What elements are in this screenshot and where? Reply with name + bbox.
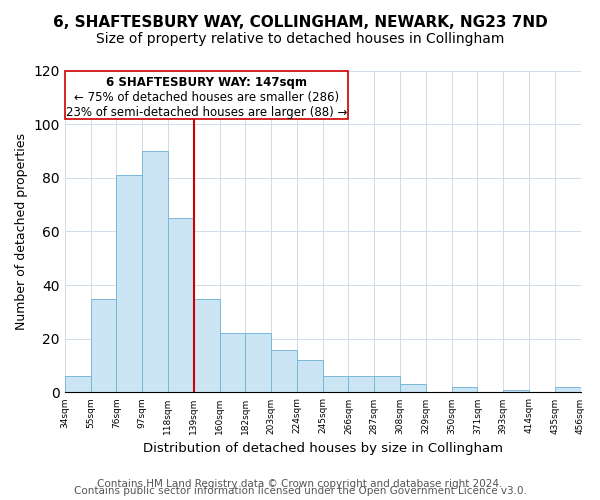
Text: ← 75% of detached houses are smaller (286): ← 75% of detached houses are smaller (28… xyxy=(74,91,339,104)
Bar xyxy=(271,350,297,393)
Y-axis label: Number of detached properties: Number of detached properties xyxy=(15,133,28,330)
Bar xyxy=(245,334,271,392)
Bar xyxy=(400,384,426,392)
Text: Contains public sector information licensed under the Open Government Licence v3: Contains public sector information licen… xyxy=(74,486,526,496)
X-axis label: Distribution of detached houses by size in Collingham: Distribution of detached houses by size … xyxy=(143,442,503,455)
Bar xyxy=(65,376,91,392)
Bar xyxy=(142,151,168,392)
Bar xyxy=(323,376,349,392)
Bar xyxy=(503,390,529,392)
Text: Size of property relative to detached houses in Collingham: Size of property relative to detached ho… xyxy=(96,32,504,46)
Text: Contains HM Land Registry data © Crown copyright and database right 2024.: Contains HM Land Registry data © Crown c… xyxy=(97,479,503,489)
Bar xyxy=(297,360,323,392)
Text: 6 SHAFTESBURY WAY: 147sqm: 6 SHAFTESBURY WAY: 147sqm xyxy=(106,76,307,89)
Bar xyxy=(116,175,142,392)
Bar xyxy=(374,376,400,392)
Bar xyxy=(91,298,116,392)
Bar xyxy=(452,387,478,392)
Bar xyxy=(168,218,194,392)
Text: 23% of semi-detached houses are larger (88) →: 23% of semi-detached houses are larger (… xyxy=(66,106,347,118)
Bar xyxy=(194,298,220,392)
Bar xyxy=(220,334,245,392)
FancyBboxPatch shape xyxy=(65,70,349,119)
Bar xyxy=(555,387,581,392)
Text: 6, SHAFTESBURY WAY, COLLINGHAM, NEWARK, NG23 7ND: 6, SHAFTESBURY WAY, COLLINGHAM, NEWARK, … xyxy=(53,15,547,30)
Bar xyxy=(349,376,374,392)
